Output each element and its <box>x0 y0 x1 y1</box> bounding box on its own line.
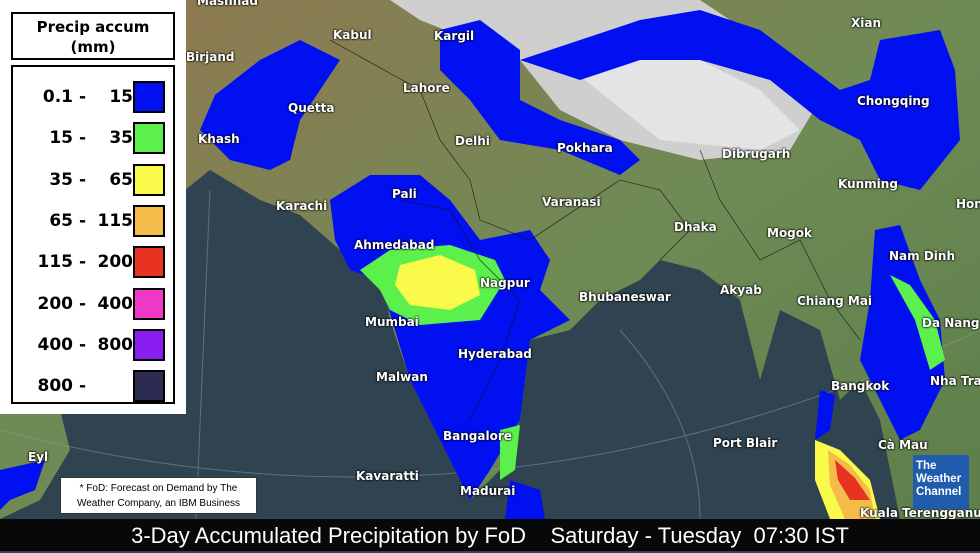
city-label: Varanasi <box>542 195 601 209</box>
city-label: Kuala Terengganu <box>860 506 980 520</box>
legend-high: 800 <box>97 334 134 355</box>
logo-line2: Weather <box>916 473 962 485</box>
precipitation-map <box>0 0 980 519</box>
city-label: Hyderabad <box>458 347 532 361</box>
city-label: Nam Dinh <box>889 249 955 263</box>
city-label: Malwan <box>376 370 428 384</box>
legend-high: 400 <box>97 293 134 314</box>
city-label: Nha Tra <box>930 374 980 388</box>
legend-low: 65 <box>49 210 73 231</box>
logo-line1: The <box>916 460 937 472</box>
city-label: Hon <box>956 197 980 211</box>
legend-item: 200-400 <box>13 287 173 320</box>
city-label: Chiang Mai <box>797 294 873 308</box>
city-label: Quetta <box>288 101 335 115</box>
legend-swatch <box>133 246 165 279</box>
legend-dash: - <box>79 252 87 273</box>
city-label: Bhubaneswar <box>579 290 671 304</box>
legend-high: 65 <box>109 169 133 190</box>
weather-channel-logo: The Weather Channel <box>913 455 969 509</box>
city-label: Port Blair <box>713 436 778 450</box>
footnote-line1: * FoD: Forecast on Demand by The <box>79 483 238 494</box>
city-label: Kabul <box>333 28 372 42</box>
legend-swatch <box>133 287 165 320</box>
legend-high: 15 <box>109 87 133 107</box>
city-label: Mashhad <box>197 0 258 8</box>
legend-items: 0.1-15 15-35 35-65 65-115 115-200 200-400 400-… <box>11 65 175 404</box>
city-label: Chongqing <box>857 94 930 108</box>
legend-dash: - <box>79 210 87 231</box>
legend-title: Precip accum (mm) <box>11 12 175 60</box>
city-label: Dhaka <box>674 220 717 234</box>
legend-high: 200 <box>97 252 134 273</box>
city-label: Nagpur <box>480 276 530 290</box>
legend-high: 35 <box>109 128 133 149</box>
city-label: Mogok <box>767 226 812 240</box>
legend-item: 15- 35 <box>13 122 173 155</box>
city-label: Birjand <box>186 50 235 64</box>
city-label: Ahmedabad <box>354 238 435 252</box>
legend-title-line1: Precip accum <box>36 18 150 36</box>
legend-item: 65-115 <box>13 204 173 237</box>
legend-item: 35- 65 <box>13 163 173 196</box>
borders <box>329 39 861 421</box>
legend-title-line2: (mm) <box>70 38 116 56</box>
footnote: * FoD: Forecast on Demand by The Weather… <box>60 477 257 514</box>
city-label: Bangalore <box>443 429 512 443</box>
city-label: Karachi <box>276 199 328 213</box>
legend: Precip accum (mm) 0.1-15 15-35 35-65 65-115… <box>0 0 186 414</box>
legend-dash: - <box>79 169 87 190</box>
legend-low: 115 <box>37 252 74 273</box>
city-label: Madurai <box>460 484 516 498</box>
city-label: Kavaratti <box>356 469 419 483</box>
legend-dash: - <box>79 293 87 314</box>
city-label: Lahore <box>403 81 450 95</box>
legend-low: 0.1 <box>42 87 73 107</box>
city-label: Mumbai <box>365 315 419 329</box>
legend-swatch <box>133 163 165 196</box>
city-label: Pali <box>392 187 417 201</box>
city-label: Cà Mau <box>878 438 928 452</box>
city-label: Khash <box>198 132 240 146</box>
city-label: Dibrugarh <box>722 147 791 161</box>
city-label: Delhi <box>455 134 490 148</box>
snow-north <box>560 60 800 150</box>
legend-swatch <box>133 370 165 403</box>
legend-swatch <box>133 81 165 113</box>
precip-red <box>835 460 870 500</box>
legend-dash: - <box>79 128 87 149</box>
caption: 3-Day Accumulated Precipitation by FoD S… <box>131 523 849 548</box>
legend-low: 35 <box>49 169 73 190</box>
city-label: Akyab <box>720 283 762 297</box>
legend-item: 0.1- 15 <box>13 81 173 113</box>
legend-item: 400-800 <box>13 328 173 361</box>
city-label: Pokhara <box>557 141 613 155</box>
legend-dash: - <box>79 376 87 397</box>
legend-low: 800 <box>37 376 74 397</box>
legend-item: 115-200 <box>13 246 173 279</box>
legend-low: 200 <box>37 293 74 314</box>
legend-swatch <box>133 204 165 237</box>
footnote-line2: Weather Company, an IBM Business <box>76 498 241 509</box>
legend-dash: - <box>79 87 87 107</box>
city-label: Da Nang <box>922 316 980 330</box>
city-label: Bangkok <box>831 379 890 393</box>
city-label: Kunming <box>838 177 898 191</box>
caption-bar: 3-Day Accumulated Precipitation by FoD S… <box>0 519 980 551</box>
city-label: Kargil <box>434 29 475 43</box>
legend-low: 15 <box>49 128 73 149</box>
legend-dash: - <box>79 334 87 355</box>
legend-low: 400 <box>37 334 74 355</box>
legend-item: 800- <box>13 370 173 403</box>
legend-swatch <box>133 328 165 361</box>
legend-swatch <box>133 122 165 155</box>
city-label: Xian <box>851 16 882 30</box>
legend-high: 115 <box>97 210 134 231</box>
city-label: Eyl <box>28 450 49 464</box>
logo-line3: Channel <box>916 486 962 498</box>
